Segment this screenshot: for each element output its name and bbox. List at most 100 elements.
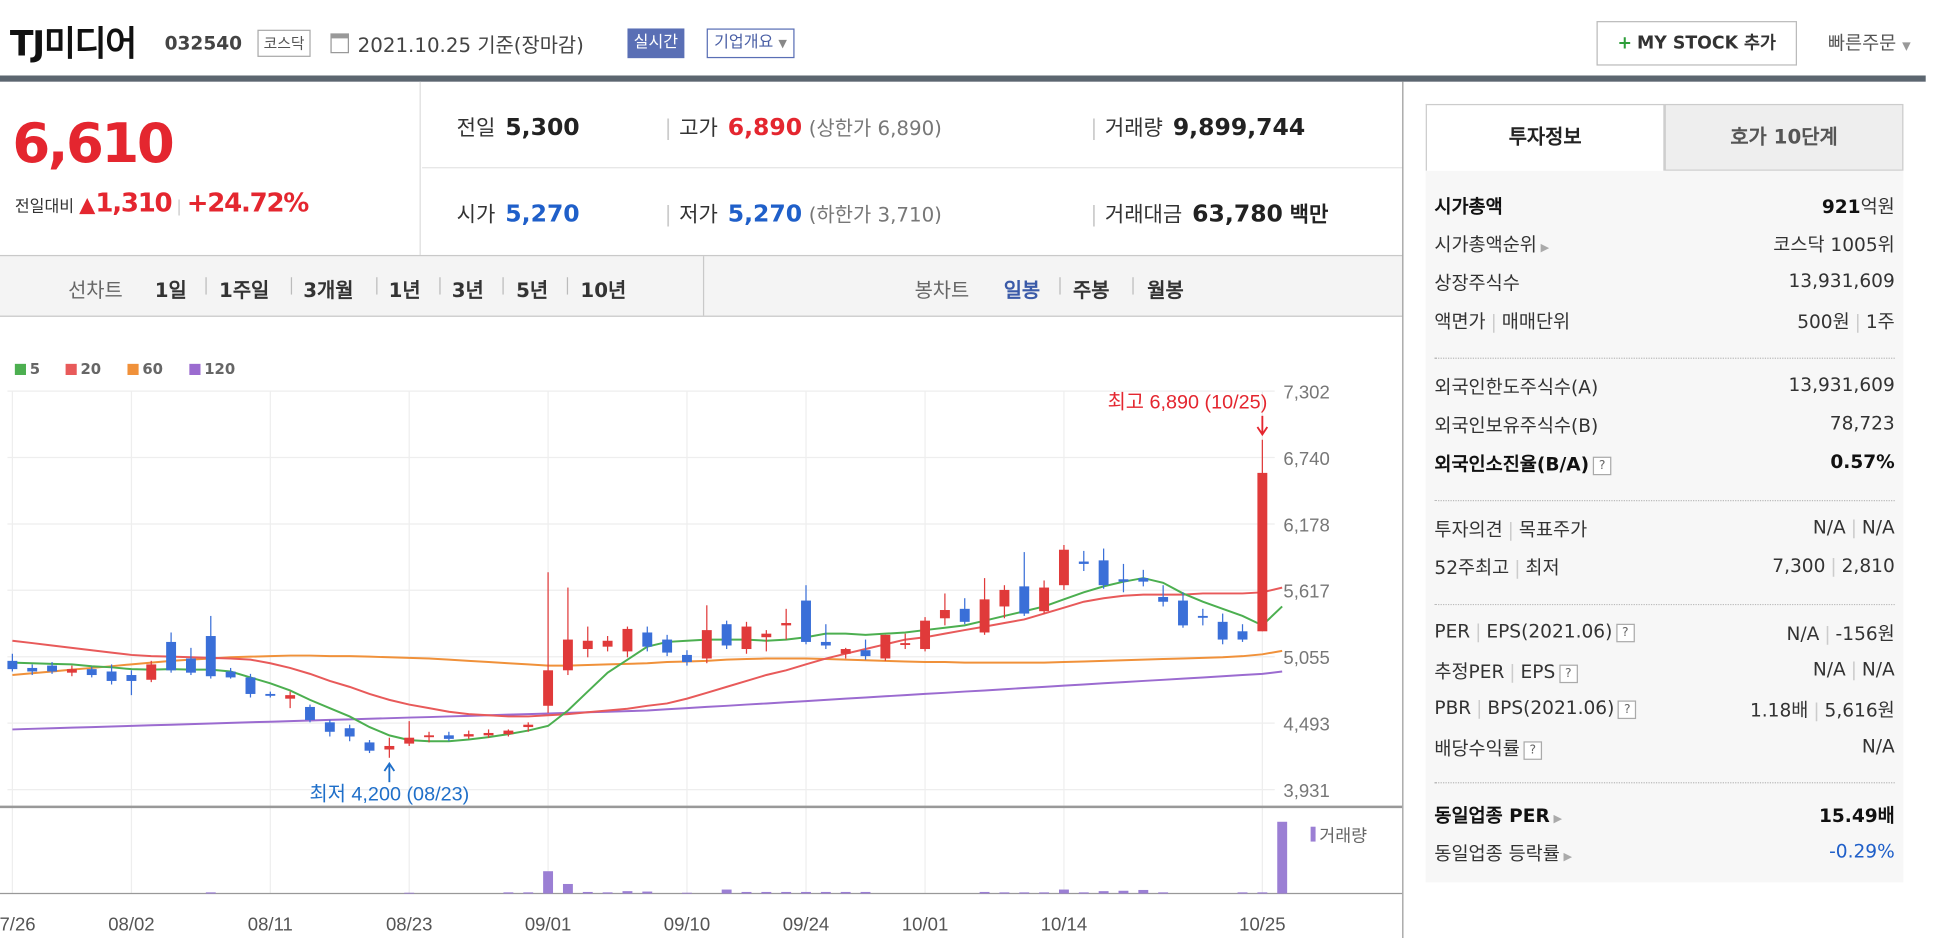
- x-tick-label: 10/14: [1041, 914, 1087, 935]
- candle: [642, 632, 653, 647]
- realtime-button[interactable]: 실시간: [627, 28, 685, 59]
- help-icon[interactable]: ?: [1523, 741, 1543, 760]
- tab-invest-info[interactable]: 투자정보: [1425, 103, 1665, 171]
- period-monthly[interactable]: 월봉: [1147, 278, 1184, 302]
- row-cap-rank[interactable]: 시가총액순위 ▶ 코스닥 1005위: [1434, 233, 1895, 257]
- period-weekly[interactable]: 주봉: [1072, 278, 1110, 302]
- volume-bar: [1277, 821, 1288, 894]
- chevron-down-icon: ▼: [778, 38, 787, 51]
- panel-tabs: 투자정보 호가 10단계: [1425, 103, 1904, 171]
- help-icon[interactable]: ?: [1618, 700, 1637, 720]
- high-arrow-head: [1256, 426, 1269, 437]
- candle: [682, 654, 692, 663]
- candle: [1078, 561, 1089, 564]
- y-tick-label: 5,617: [1283, 581, 1329, 602]
- candle: [106, 671, 117, 681]
- candle: [721, 624, 732, 646]
- ma60-line: [12, 649, 1283, 676]
- y-tick-label: 4,493: [1283, 714, 1329, 735]
- candle: [27, 667, 38, 672]
- help-icon[interactable]: ?: [1558, 664, 1578, 684]
- candle: [1178, 600, 1188, 626]
- volume-bar: [721, 889, 732, 894]
- candle: [562, 639, 573, 671]
- add-mystock-button[interactable]: + MY STOCK 추가: [1596, 21, 1797, 66]
- volume-bar: [1257, 892, 1268, 894]
- change-label: 전일대비: [14, 198, 75, 217]
- volume-bar: [642, 891, 653, 894]
- volume-bar: [979, 891, 990, 894]
- chart-canvas: 7,302 6,740 6,178 5,617 5,055 4,493 3,931 07/26…: [0, 382, 1403, 935]
- candle: [959, 608, 970, 622]
- volume-bar: [602, 892, 613, 894]
- candle: [364, 742, 375, 751]
- volume-legend-swatch: [1310, 826, 1316, 842]
- candle: [920, 620, 931, 650]
- change-separator: |: [176, 198, 182, 217]
- row-industry-change[interactable]: 동일업종 등락률 ▶ -0.29%: [1434, 840, 1895, 866]
- candle: [582, 640, 593, 650]
- candle: [305, 706, 315, 720]
- candle: [225, 671, 236, 678]
- chart-period-bar: 선차트 1일 1주일 3개월 1년 3년 5년 10년 봉차트 일봉 주봉 월봉: [0, 254, 1403, 317]
- candle: [384, 745, 395, 750]
- period-5y[interactable]: 5년: [516, 278, 549, 302]
- candle: [939, 610, 950, 619]
- candle: [1257, 472, 1268, 632]
- candle: [483, 732, 494, 736]
- candle: [205, 636, 216, 677]
- x-tick-label: 07/26: [0, 914, 36, 935]
- period-3y[interactable]: 3년: [451, 278, 484, 302]
- candle: [781, 623, 792, 626]
- volume-bar: [840, 891, 851, 894]
- period-1y[interactable]: 1년: [388, 278, 421, 302]
- tab-hoga[interactable]: 호가 10단계: [1664, 103, 1904, 171]
- quick-order-button[interactable]: 빠른주문 ▼: [1828, 30, 1911, 56]
- volume-bar: [1078, 892, 1089, 894]
- period-10y[interactable]: 10년: [580, 278, 627, 302]
- price-chart[interactable]: 5 20 60 120 7,302 6,740 6,178 5,617 5,055 4,4…: [0, 317, 1403, 938]
- x-tick-label: 09/24: [783, 914, 829, 935]
- candle: [245, 677, 256, 694]
- volume-bar: [1019, 892, 1030, 894]
- candle-chart-label: 봉차트: [914, 278, 970, 302]
- candle: [741, 626, 752, 650]
- period-1w[interactable]: 1주일: [219, 278, 270, 302]
- legend-ma120: 120: [189, 360, 235, 377]
- period-daily[interactable]: 일봉: [1003, 278, 1041, 302]
- help-icon[interactable]: ?: [1592, 456, 1612, 476]
- low-annotation: 최저 4,200 (08/23): [310, 784, 470, 806]
- legend-ma5: 5: [14, 360, 40, 377]
- row-industry-per[interactable]: 동일업종 PER ▶ 15.49배: [1434, 804, 1895, 827]
- stock-name: TJ미디어: [9, 23, 137, 65]
- row-per-eps: PER | EPS(2021.06)? N/A | -156원: [1434, 620, 1895, 645]
- quote-date: 2021.10.25 기준(장마감): [357, 33, 584, 57]
- quote-amount: | 거래대금 63,780 백만: [1090, 200, 1329, 228]
- high-annotation: 최고 6,890 (10/25): [1108, 391, 1268, 413]
- change-amount: 1,310: [95, 188, 172, 218]
- candle: [424, 735, 434, 738]
- period-3m[interactable]: 3개월: [303, 278, 354, 302]
- period-1d[interactable]: 1일: [154, 278, 187, 302]
- help-icon[interactable]: ?: [1616, 623, 1635, 643]
- candle: [1019, 586, 1030, 614]
- legend-ma20: 20: [65, 360, 101, 377]
- candle: [443, 735, 454, 739]
- row-foreign-limit: 외국인한도주식수(A) 13,931,609: [1434, 373, 1895, 399]
- candle: [344, 728, 355, 737]
- low-arrow-head: [383, 761, 396, 772]
- candle: [602, 640, 613, 647]
- company-overview-dropdown[interactable]: 기업개요 ▼: [706, 28, 795, 59]
- volume-bar: [1237, 892, 1248, 894]
- volume-bar: [682, 892, 692, 894]
- x-tick-label: 08/02: [108, 914, 154, 935]
- candle: [1217, 621, 1228, 640]
- quote-low: | 저가 5,270 (하한가 3,710): [664, 200, 942, 228]
- candle: [761, 633, 772, 638]
- candle: [1118, 579, 1129, 582]
- y-tick-label: 7,302: [1283, 382, 1329, 403]
- candle: [880, 634, 891, 659]
- row-par-unit: 액면가 | 매매단위 500원 | 1주: [1434, 310, 1895, 333]
- candle: [1098, 560, 1109, 586]
- candle: [701, 630, 712, 659]
